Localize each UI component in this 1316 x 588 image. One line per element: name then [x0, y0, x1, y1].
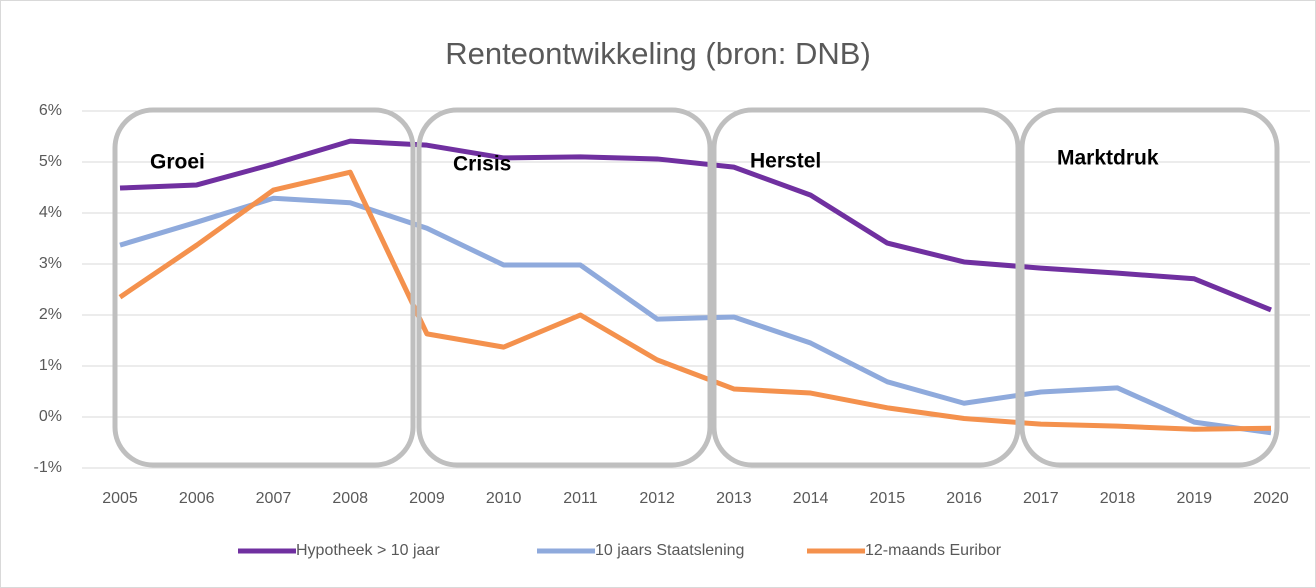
x-tick-label: 2005 [102, 490, 138, 507]
y-tick-label: 2% [39, 306, 62, 323]
y-tick-label: 6% [39, 102, 62, 119]
chart-title: Renteontwikkeling (bron: DNB) [445, 36, 871, 71]
y-tick-label: 1% [39, 357, 62, 374]
x-tick-label: 2015 [870, 490, 906, 507]
x-tick-label: 2017 [1023, 490, 1059, 507]
legend-label: 10 jaars Staatslening [595, 542, 744, 559]
x-tick-label: 2016 [946, 490, 982, 507]
x-tick-label: 2014 [793, 490, 829, 507]
annotation-box [711, 107, 1021, 468]
x-tick-label: 2011 [563, 490, 598, 507]
x-tick-label: 2012 [639, 490, 675, 507]
annotation-box [1019, 107, 1280, 468]
annotation-label: Crisis [453, 153, 511, 176]
x-tick-label: 2018 [1100, 490, 1136, 507]
annotation-box [416, 107, 713, 468]
annotation-label: Groei [150, 151, 205, 174]
annotation-label: Marktdruk [1057, 147, 1159, 170]
y-tick-label: 4% [39, 204, 62, 221]
x-tick-label: 2007 [256, 490, 292, 507]
x-tick-label: 2013 [716, 490, 752, 507]
x-tick-label: 2010 [486, 490, 522, 507]
y-tick-label: 5% [39, 153, 62, 170]
y-tick-label: 0% [39, 408, 62, 425]
x-tick-label: 2019 [1176, 490, 1212, 507]
legend-label: Hypotheek > 10 jaar [296, 542, 440, 559]
annotation-box [112, 107, 416, 468]
y-tick-label: -1% [34, 459, 62, 476]
y-tick-label: 3% [39, 255, 62, 272]
series-line [119, 195, 1272, 436]
x-tick-label: 2008 [332, 490, 368, 507]
x-tick-label: 2006 [179, 490, 215, 507]
legend-label: 12-maands Euribor [865, 542, 1002, 559]
series-line [119, 138, 1272, 313]
x-tick-label: 2020 [1253, 490, 1289, 507]
x-tick-label: 2009 [409, 490, 445, 507]
series-line [118, 169, 1272, 432]
annotation-label: Herstel [750, 150, 821, 173]
